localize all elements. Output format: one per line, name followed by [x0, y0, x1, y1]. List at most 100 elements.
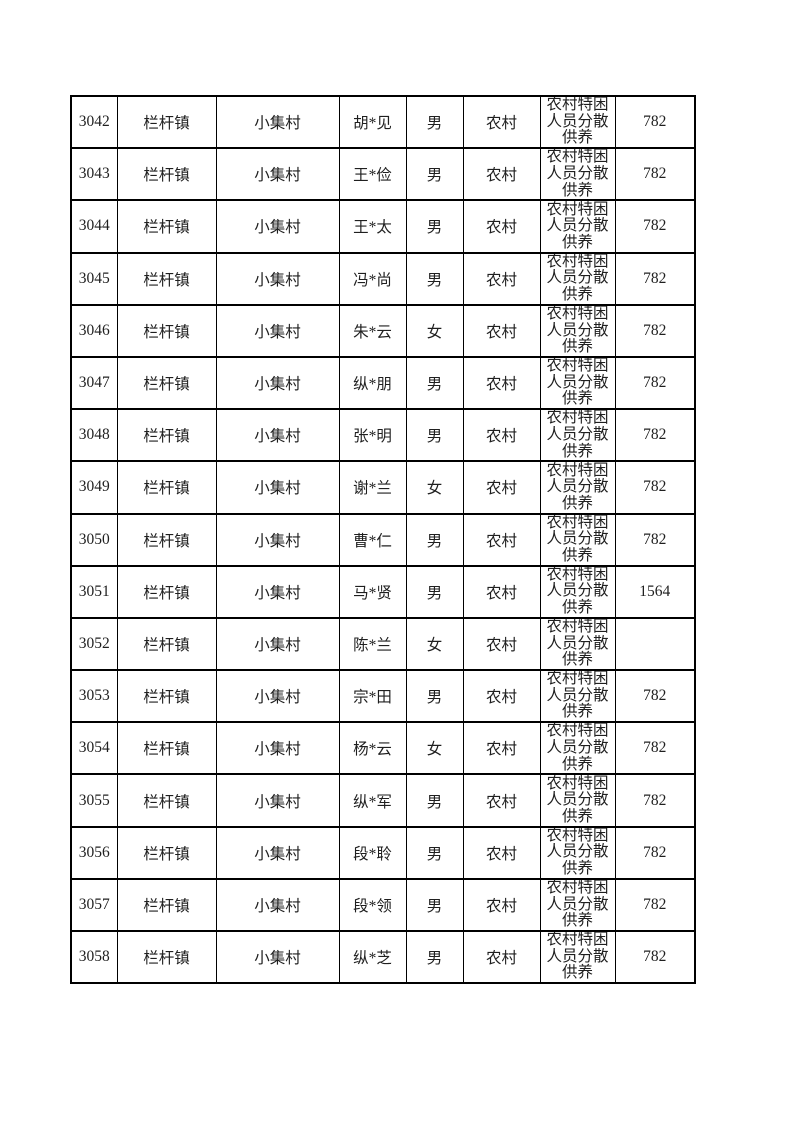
cell-village: 小集村 — [215, 669, 340, 724]
cell-person-name: 宗*田 — [338, 669, 407, 724]
cell-residence-type: 农村 — [462, 616, 541, 672]
cell-residence-type: 农村 — [462, 512, 541, 567]
cell-amount: 782 — [614, 355, 696, 411]
cell-assistance-category: 农村特困人员分散供养 — [539, 408, 616, 463]
cell-amount: 782 — [614, 460, 696, 515]
cell-residence-type: 农村 — [462, 721, 541, 776]
cell-sequence-number: 3050 — [70, 512, 118, 567]
table-row: 3048 栏杆镇 小集村 张*明 男 农村 农村特困人员分散供养 782 — [70, 408, 696, 463]
cell-amount: 782 — [614, 199, 696, 254]
cell-sequence-number: 3049 — [70, 460, 118, 515]
cell-town: 栏杆镇 — [116, 251, 217, 306]
cell-gender: 男 — [405, 564, 464, 619]
cell-person-name: 纵*军 — [338, 773, 407, 828]
cell-village: 小集村 — [215, 408, 340, 463]
cell-town: 栏杆镇 — [116, 94, 217, 150]
cell-village: 小集村 — [215, 877, 340, 933]
cell-assistance-category: 农村特困人员分散供养 — [539, 877, 616, 933]
table-row: 3050 栏杆镇 小集村 曹*仁 男 农村 农村特困人员分散供养 782 — [70, 512, 696, 567]
cell-village: 小集村 — [215, 616, 340, 672]
cell-sequence-number: 3044 — [70, 199, 118, 254]
cell-residence-type: 农村 — [462, 355, 541, 411]
table-row: 3056 栏杆镇 小集村 段*聆 男 农村 农村特困人员分散供养 782 — [70, 825, 696, 880]
cell-village: 小集村 — [215, 355, 340, 411]
cell-residence-type: 农村 — [462, 773, 541, 828]
cell-village: 小集村 — [215, 721, 340, 776]
cell-amount: 782 — [614, 825, 696, 880]
cell-gender: 男 — [405, 773, 464, 828]
cell-amount: 782 — [614, 721, 696, 776]
cell-person-name: 冯*尚 — [338, 251, 407, 306]
cell-gender: 女 — [405, 303, 464, 358]
cell-village: 小集村 — [215, 564, 340, 619]
cell-gender: 男 — [405, 94, 464, 150]
cell-person-name: 谢*兰 — [338, 460, 407, 515]
cell-assistance-category: 农村特困人员分散供养 — [539, 512, 616, 567]
cell-gender: 男 — [405, 251, 464, 306]
cell-residence-type: 农村 — [462, 303, 541, 358]
cell-sequence-number: 3046 — [70, 303, 118, 358]
cell-town: 栏杆镇 — [116, 877, 217, 933]
table-row: 3042 栏杆镇 小集村 胡*见 男 农村 农村特困人员分散供养 782 — [70, 94, 696, 150]
table-row: 3055 栏杆镇 小集村 纵*军 男 农村 农村特困人员分散供养 782 — [70, 773, 696, 828]
cell-sequence-number: 3053 — [70, 669, 118, 724]
cell-residence-type: 农村 — [462, 251, 541, 306]
cell-person-name: 段*领 — [338, 877, 407, 933]
cell-town: 栏杆镇 — [116, 147, 217, 202]
cell-gender: 男 — [405, 355, 464, 411]
cell-assistance-category: 农村特困人员分散供养 — [539, 199, 616, 254]
cell-residence-type: 农村 — [462, 825, 541, 880]
cell-amount: 782 — [614, 929, 696, 985]
cell-assistance-category: 农村特困人员分散供养 — [539, 564, 616, 619]
cell-village: 小集村 — [215, 303, 340, 358]
cell-person-name: 陈*兰 — [338, 616, 407, 672]
cell-assistance-category: 农村特困人员分散供养 — [539, 94, 616, 150]
cell-sequence-number: 3052 — [70, 616, 118, 672]
table-row: 3058 栏杆镇 小集村 纵*芝 男 农村 农村特困人员分散供养 782 — [70, 929, 696, 985]
cell-town: 栏杆镇 — [116, 460, 217, 515]
cell-village: 小集村 — [215, 460, 340, 515]
cell-village: 小集村 — [215, 825, 340, 880]
cell-village: 小集村 — [215, 251, 340, 306]
cell-residence-type: 农村 — [462, 147, 541, 202]
cell-town: 栏杆镇 — [116, 825, 217, 880]
cell-gender: 男 — [405, 512, 464, 567]
cell-town: 栏杆镇 — [116, 929, 217, 985]
cell-town: 栏杆镇 — [116, 408, 217, 463]
cell-amount: 782 — [614, 94, 696, 150]
cell-assistance-category: 农村特困人员分散供养 — [539, 303, 616, 358]
cell-assistance-category: 农村特困人员分散供养 — [539, 147, 616, 202]
cell-residence-type: 农村 — [462, 199, 541, 254]
table-row: 3046 栏杆镇 小集村 朱*云 女 农村 农村特困人员分散供养 782 — [70, 303, 696, 358]
cell-person-name: 王*太 — [338, 199, 407, 254]
cell-gender: 女 — [405, 460, 464, 515]
table-row: 3051 栏杆镇 小集村 马*贤 男 农村 农村特困人员分散供养 1564 — [70, 564, 696, 619]
cell-assistance-category: 农村特困人员分散供养 — [539, 721, 616, 776]
table-row: 3052 栏杆镇 小集村 陈*兰 女 农村 农村特困人员分散供养 — [70, 616, 696, 672]
cell-sequence-number: 3054 — [70, 721, 118, 776]
table-row: 3053 栏杆镇 小集村 宗*田 男 农村 农村特困人员分散供养 782 — [70, 669, 696, 724]
cell-residence-type: 农村 — [462, 877, 541, 933]
cell-village: 小集村 — [215, 147, 340, 202]
cell-assistance-category: 农村特困人员分散供养 — [539, 929, 616, 985]
cell-amount: 782 — [614, 303, 696, 358]
cell-assistance-category: 农村特困人员分散供养 — [539, 460, 616, 515]
cell-gender: 女 — [405, 721, 464, 776]
cell-person-name: 王*俭 — [338, 147, 407, 202]
cell-residence-type: 农村 — [462, 94, 541, 150]
cell-sequence-number: 3058 — [70, 929, 118, 985]
cell-gender: 男 — [405, 825, 464, 880]
cell-person-name: 纵*朋 — [338, 355, 407, 411]
cell-village: 小集村 — [215, 929, 340, 985]
cell-town: 栏杆镇 — [116, 773, 217, 828]
table-row: 3057 栏杆镇 小集村 段*领 男 农村 农村特困人员分散供养 782 — [70, 877, 696, 933]
cell-assistance-category: 农村特困人员分散供养 — [539, 616, 616, 672]
subsidy-table: 3042 栏杆镇 小集村 胡*见 男 农村 农村特困人员分散供养 782 304… — [70, 94, 696, 985]
table-body: 3042 栏杆镇 小集村 胡*见 男 农村 农村特困人员分散供养 782 304… — [70, 94, 696, 985]
cell-village: 小集村 — [215, 94, 340, 150]
cell-gender: 女 — [405, 616, 464, 672]
cell-person-name: 纵*芝 — [338, 929, 407, 985]
cell-town: 栏杆镇 — [116, 355, 217, 411]
cell-assistance-category: 农村特困人员分散供养 — [539, 773, 616, 828]
